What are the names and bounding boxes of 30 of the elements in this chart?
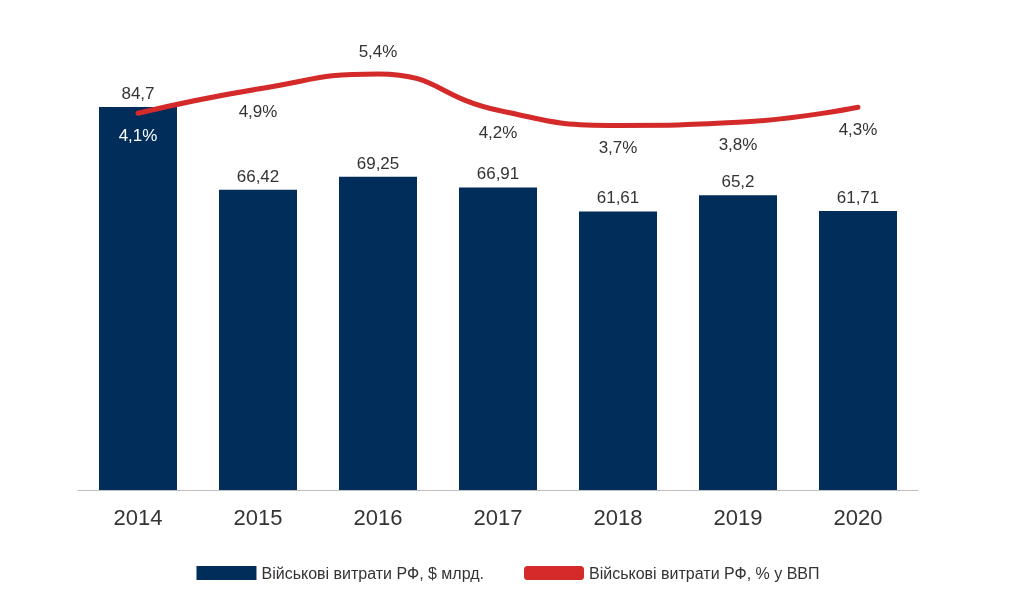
data-label: 61,61: [596, 188, 640, 208]
x-tick-label: 2016: [353, 504, 403, 530]
data-label: 4,9%: [238, 102, 278, 122]
data-label: 4,1%: [118, 126, 158, 146]
bar: [699, 195, 777, 490]
x-tick-label: 2018: [593, 504, 643, 530]
data-label: 3,8%: [718, 135, 758, 155]
data-label: 65,2: [721, 172, 755, 192]
data-label: 66,91: [476, 164, 520, 184]
x-tick-label: 2017: [473, 504, 523, 530]
data-label: 4,3%: [838, 120, 878, 140]
data-label: 84,7: [121, 83, 155, 103]
x-tick-label: 2019: [713, 504, 763, 530]
bar: [99, 106, 177, 490]
bar: [339, 176, 417, 490]
bar: [579, 211, 657, 490]
data-label: 5,4%: [358, 41, 398, 61]
data-label: 4,2%: [478, 123, 518, 143]
data-label: 3,7%: [598, 138, 638, 158]
x-tick-label: 2015: [233, 504, 283, 530]
x-tick-label: 2020: [833, 504, 883, 530]
x-tick-label: 2014: [113, 504, 163, 530]
legend-label: Військові витрати РФ, % у ВВП: [589, 564, 820, 582]
bar: [219, 189, 297, 490]
data-label: 66,42: [236, 166, 280, 186]
data-label: 69,25: [356, 153, 400, 173]
data-label: 61,71: [836, 187, 880, 207]
bar: [459, 187, 537, 490]
bar: [819, 210, 897, 490]
legend-label: Військові витрати РФ, $ млрд.: [261, 564, 485, 582]
